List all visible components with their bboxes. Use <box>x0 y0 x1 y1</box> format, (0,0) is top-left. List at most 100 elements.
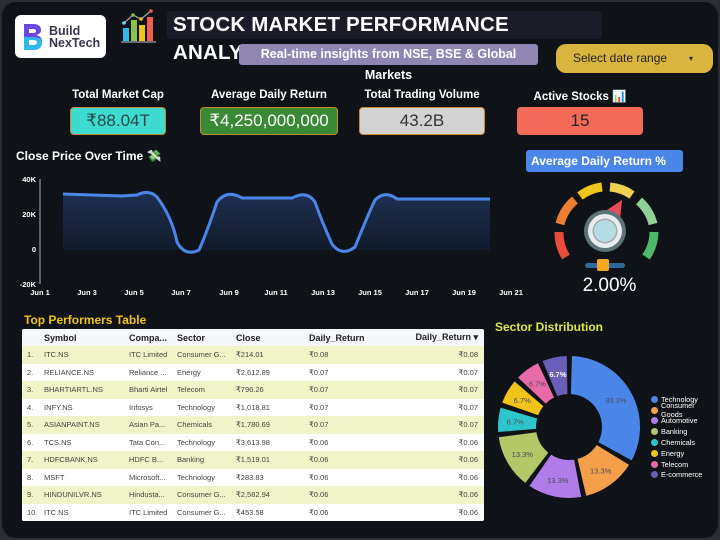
donut-slice-banking[interactable] <box>497 430 551 486</box>
symbol-cell: INFY.NS <box>44 398 129 416</box>
close-price-line <box>62 190 490 254</box>
legend-item[interactable]: E-commerce <box>651 470 718 481</box>
close-price-chart[interactable]: 40K 20K 0 -20K Jun 1 Jun 3 Jun 5 Jun 7 J… <box>17 172 527 300</box>
column-header-sector[interactable]: Sector <box>177 329 236 346</box>
table-row[interactable]: 3. BHARTIARTL.NS Bharti Airtel Telecom ₹796.… <box>22 381 484 399</box>
symbol-cell: ITC.NS <box>44 503 129 521</box>
table-row[interactable]: 1. ITC.NS ITC Limited Consumer G... ₹214.01 ₹… <box>22 346 484 364</box>
close-cell: ₹283.83 <box>236 468 309 486</box>
donut-slice-energy[interactable] <box>500 378 546 418</box>
legend-item[interactable]: Telecom <box>651 459 718 470</box>
row-index: 9. <box>22 486 44 504</box>
company-cell: Bharti Airtel <box>129 381 177 399</box>
sector-cell: Consumer G... <box>177 503 236 521</box>
daily-return-cell: ₹0.07 <box>309 363 399 381</box>
line-chart-title: Close Price Over Time 💸 <box>16 149 162 163</box>
top-performers-table[interactable]: Symbol Compa... Sector Close Daily_Retur… <box>22 329 484 521</box>
chevron-down-icon: ▾ <box>688 54 693 63</box>
daily-return-cell: ₹0.07 <box>309 416 399 434</box>
column-header-close[interactable]: Close <box>236 329 309 346</box>
donut-slice-automotive[interactable] <box>527 452 584 500</box>
legend-label: Consumer Goods <box>660 401 695 420</box>
legend-item[interactable]: Chemicals <box>651 437 718 448</box>
row-index: 10. <box>22 503 44 521</box>
table-row[interactable]: 8. MSFT Microsoft... Technology ₹283.83 ₹0.06… <box>22 468 484 486</box>
svg-text:0: 0 <box>32 245 36 254</box>
svg-text:Jun 11: Jun 11 <box>264 288 287 297</box>
legend-label: Banking <box>661 427 688 437</box>
row-index: 3. <box>22 381 44 399</box>
company-cell: ITC Limited <box>129 503 177 521</box>
symbol-cell: TCS.NS <box>44 433 129 451</box>
legend-label: Telecom <box>661 459 689 469</box>
row-index: 6. <box>22 433 44 451</box>
svg-text:Jun 9: Jun 9 <box>219 288 239 297</box>
donut-slice-e-commerce[interactable] <box>540 354 570 399</box>
daily-return-sorted-cell: ₹0.07 <box>399 363 484 381</box>
sector-legend: Technology Consumer Goods Automotive Bankin… <box>651 394 718 480</box>
legend-dot-icon <box>651 439 658 447</box>
table-row[interactable]: 9. HINDUNILVR.NS Hindusta... Consumer G... ₹… <box>22 486 484 504</box>
daily-return-cell: ₹0.06 <box>309 486 399 504</box>
daily-return-sorted-cell: ₹0.06 <box>399 486 484 504</box>
svg-text:Jun 3: Jun 3 <box>77 288 97 297</box>
svg-text:Jun 17: Jun 17 <box>405 288 429 297</box>
legend-label: Automotive <box>661 416 698 426</box>
table-row[interactable]: 5. ASIANPAINT.NS Asian Pa... Chemicals ₹1,78… <box>22 416 484 434</box>
legend-item[interactable]: Technology <box>651 394 718 405</box>
legend-label: E-commerce <box>661 470 703 480</box>
sector-cell: Technology <box>177 468 236 486</box>
sector-donut-chart[interactable]: 33.3%13.3%13.3%13.3%6.7%6.7%6.7%6.7% <box>497 347 647 507</box>
logo-line-2: NexTech <box>49 35 101 50</box>
column-header-daily-return[interactable]: Daily_Return <box>309 329 399 346</box>
table-row[interactable]: 10. ITC.NS ITC Limited Consumer G... ₹453.58… <box>22 503 484 521</box>
legend-dot-icon <box>651 449 658 457</box>
legend-item[interactable]: Banking <box>651 426 718 437</box>
company-cell: Hindusta... <box>129 486 177 504</box>
legend-dot-icon <box>651 406 658 414</box>
svg-text:Jun 19: Jun 19 <box>452 288 476 297</box>
close-cell: ₹796.26 <box>236 381 309 399</box>
donut-slice-label: 13.3% <box>547 476 569 485</box>
gauge-icon <box>554 182 659 271</box>
table-row[interactable]: 4. INFY.NS Infosys Technology ₹1,018.81 ₹0.07… <box>22 398 484 416</box>
close-cell: ₹214.01 <box>236 346 309 364</box>
company-cell: HDFC B... <box>129 451 177 469</box>
donut-slice-consumer-goods[interactable] <box>575 442 632 499</box>
donut-slice-telecom[interactable] <box>515 360 557 407</box>
close-cell: ₹1,519.01 <box>236 451 309 469</box>
donut-slice-label: 6.7% <box>529 379 546 388</box>
logo-line-1: Build <box>49 23 81 38</box>
donut-slice-technology[interactable] <box>568 354 642 463</box>
date-range-select[interactable]: Select date range ▾ <box>556 44 713 73</box>
kpi-total-trading-volume: Total Trading Volume 43.2B <box>359 89 485 135</box>
daily-return-sorted-cell: ₹0.06 <box>399 503 484 521</box>
legend-item[interactable]: Consumer Goods <box>651 401 718 419</box>
logo-b-icon <box>24 23 42 50</box>
sector-chart-title: Sector Distribution <box>495 320 604 334</box>
legend-dot-icon <box>651 417 658 425</box>
buildnextech-logo: Build NexTech <box>15 15 106 58</box>
sector-cell: Banking <box>177 451 236 469</box>
daily-return-sorted-cell: ₹0.08 <box>399 346 484 364</box>
column-header-daily-return-sorted[interactable]: Daily_Return ▾ <box>399 329 484 346</box>
legend-label: Energy <box>661 448 685 458</box>
daily-return-sorted-cell: ₹0.07 <box>399 381 484 399</box>
column-header-company[interactable]: Compa... <box>129 329 177 346</box>
symbol-cell: ITC.NS <box>44 346 129 364</box>
legend-item[interactable]: Automotive <box>651 416 718 427</box>
svg-text:Jun 1: Jun 1 <box>30 288 50 297</box>
table-title: Top Performers Table <box>24 313 147 327</box>
symbol-cell: HDFCBANK.NS <box>44 451 129 469</box>
row-index: 1. <box>22 346 44 364</box>
table-row[interactable]: 2. RELIANCE.NS Reliance ... Energy ₹2,612.89… <box>22 363 484 381</box>
svg-text:Jun 15: Jun 15 <box>358 288 382 297</box>
table-row[interactable]: 6. TCS.NS Tata Con... Technology ₹3,613.98 ₹0… <box>22 433 484 451</box>
legend-item[interactable]: Energy <box>651 448 718 459</box>
close-cell: ₹2,612.89 <box>236 363 309 381</box>
donut-slice-chemicals[interactable] <box>497 405 540 435</box>
table-row[interactable]: 7. HDFCBANK.NS HDFC B... Banking ₹1,519.01 ₹0… <box>22 451 484 469</box>
svg-text:Jun 7: Jun 7 <box>171 288 191 297</box>
kpi-average-daily-return: Average Daily Return ₹4,250,000,000 <box>200 89 338 135</box>
column-header-symbol[interactable]: Symbol <box>44 329 129 346</box>
